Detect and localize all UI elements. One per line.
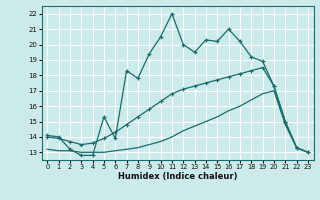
X-axis label: Humidex (Indice chaleur): Humidex (Indice chaleur) — [118, 172, 237, 181]
